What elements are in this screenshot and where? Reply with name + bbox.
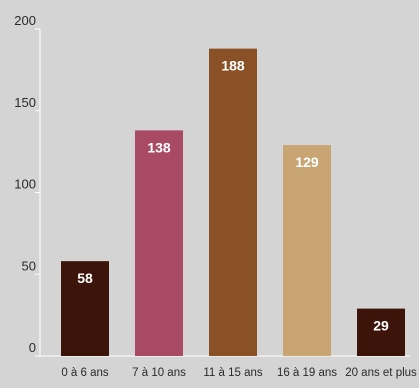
- bar-value-label: 129: [295, 154, 319, 170]
- y-tick-label: 50: [22, 258, 36, 273]
- bar: [209, 48, 257, 357]
- x-category-label: 7 à 10 ans: [132, 367, 186, 379]
- y-tick-label: 200: [14, 13, 36, 28]
- bar-value-label: 138: [147, 139, 171, 155]
- bar: [357, 308, 405, 356]
- x-category-label: 0 à 6 ans: [61, 367, 109, 379]
- y-tick-label: 150: [14, 95, 36, 110]
- x-category-label: 20 ans et plus: [345, 367, 417, 379]
- bar: [283, 145, 331, 356]
- bars-layer: [61, 48, 405, 357]
- bar-value-label: 188: [221, 58, 245, 74]
- bar-value-label: 58: [77, 270, 93, 286]
- bar-value-label: 29: [373, 318, 389, 334]
- bar: [61, 261, 109, 356]
- bar: [135, 130, 183, 356]
- y-tick-label: 0: [29, 340, 36, 355]
- y-tick-label: 100: [14, 177, 36, 192]
- x-category-label: 16 à 19 ans: [277, 367, 337, 379]
- x-category-label: 11 à 15 ans: [203, 367, 263, 379]
- labels-layer: 58 0 à 6 ans 138 7 à 10 ans 188 11 à 15 ans 12…: [61, 58, 417, 379]
